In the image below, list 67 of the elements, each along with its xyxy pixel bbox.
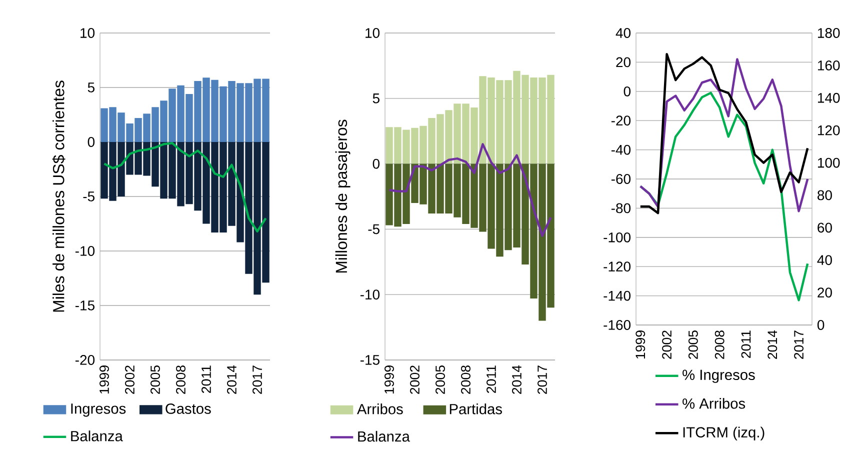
y2-tick-label: 180 bbox=[818, 28, 840, 38]
x-tick-label: 2005 bbox=[436, 365, 445, 394]
x-tick-label: 2011 bbox=[741, 330, 751, 358]
y-tick-label: 0 bbox=[372, 158, 380, 169]
y-tick-label: -5 bbox=[83, 192, 94, 202]
x-tick-label: 2017 bbox=[794, 330, 804, 359]
line-series bbox=[103, 142, 267, 233]
x-tick-label: 2008 bbox=[176, 366, 186, 394]
y-tick-label: -80 bbox=[611, 203, 631, 214]
x-tick-label: 2005 bbox=[150, 365, 160, 394]
x-tick-label: 2002 bbox=[662, 330, 672, 359]
x-tick-label: 2008 bbox=[714, 330, 724, 359]
x-tick-label: 2011 bbox=[486, 366, 496, 393]
legend-label: Partidas bbox=[450, 404, 502, 414]
y-tick-label: 5 bbox=[372, 94, 380, 104]
y-tick-label: -20 bbox=[75, 355, 95, 365]
y2-tick-label: 80 bbox=[818, 190, 832, 200]
y-tick-label: 40 bbox=[616, 28, 631, 38]
y-tick-label: -10 bbox=[75, 246, 95, 256]
y-tick-label: -15 bbox=[75, 300, 94, 310]
y-tick-label: 5 bbox=[88, 82, 94, 92]
x-tick-label: 2011 bbox=[202, 366, 211, 393]
y-axis-title: Millones de pasajeros bbox=[335, 120, 350, 273]
x-tick-label: 2014 bbox=[227, 365, 236, 394]
legend-label: Gastos bbox=[166, 404, 211, 414]
y-tick-label: -40 bbox=[611, 144, 631, 155]
y2-tick-label: 60 bbox=[818, 222, 832, 233]
x-tick-label: 1999 bbox=[384, 366, 394, 394]
x-tick-label: 2014 bbox=[512, 365, 522, 394]
y-tick-label: -120 bbox=[604, 262, 631, 272]
x-tick-label: 2002 bbox=[125, 366, 134, 394]
y-tick-label: -100 bbox=[604, 232, 631, 242]
legend-label: Ingresos bbox=[71, 404, 126, 417]
y-tick-label: -160 bbox=[604, 320, 631, 330]
legend-label: Arribos bbox=[356, 404, 403, 414]
y-tick-label: -5 bbox=[368, 224, 380, 234]
x-tick-label: 2005 bbox=[688, 330, 698, 359]
y2-tick-label: 0 bbox=[817, 320, 824, 330]
y-tick-label: -10 bbox=[360, 290, 380, 300]
y-tick-label: -60 bbox=[611, 174, 631, 184]
y-tick-label: 10 bbox=[80, 28, 95, 38]
y2-tick-label: 100 bbox=[818, 158, 840, 168]
y-tick-label: 10 bbox=[366, 28, 380, 38]
y-tick-label: -20 bbox=[611, 116, 631, 126]
y2-tick-label: 20 bbox=[818, 288, 832, 298]
y-tick-label: 0 bbox=[624, 86, 631, 96]
legend-label: Balanza bbox=[71, 430, 123, 442]
x-tick-label: 1999 bbox=[100, 366, 109, 394]
y-tick-label: -140 bbox=[604, 290, 631, 301]
x-tick-label: 2002 bbox=[410, 366, 420, 394]
x-tick-label: 1999 bbox=[636, 330, 646, 359]
y-tick-label: 0 bbox=[88, 137, 95, 147]
legend-label: ITCRM (izq.) bbox=[683, 426, 764, 440]
x-tick-label: 2014 bbox=[768, 330, 778, 359]
x-tick-label: 2017 bbox=[538, 366, 547, 394]
x-tick-label: 2008 bbox=[461, 366, 470, 394]
y2-tick-label: 120 bbox=[818, 125, 840, 136]
y2-tick-label: 160 bbox=[818, 60, 840, 70]
legend-label: % Ingresos bbox=[682, 370, 755, 383]
y-tick-label: 20 bbox=[616, 57, 631, 68]
legend-label: % Arribos bbox=[682, 398, 746, 409]
y-axis-title: Miles de millones US$ corrientes bbox=[52, 80, 66, 312]
y2-tick-label: 140 bbox=[818, 92, 840, 103]
y2-tick-label: 40 bbox=[817, 255, 832, 266]
x-tick-label: 2017 bbox=[252, 366, 262, 394]
y-tick-label: -15 bbox=[360, 355, 380, 365]
legend-label: Balanza bbox=[358, 430, 410, 442]
